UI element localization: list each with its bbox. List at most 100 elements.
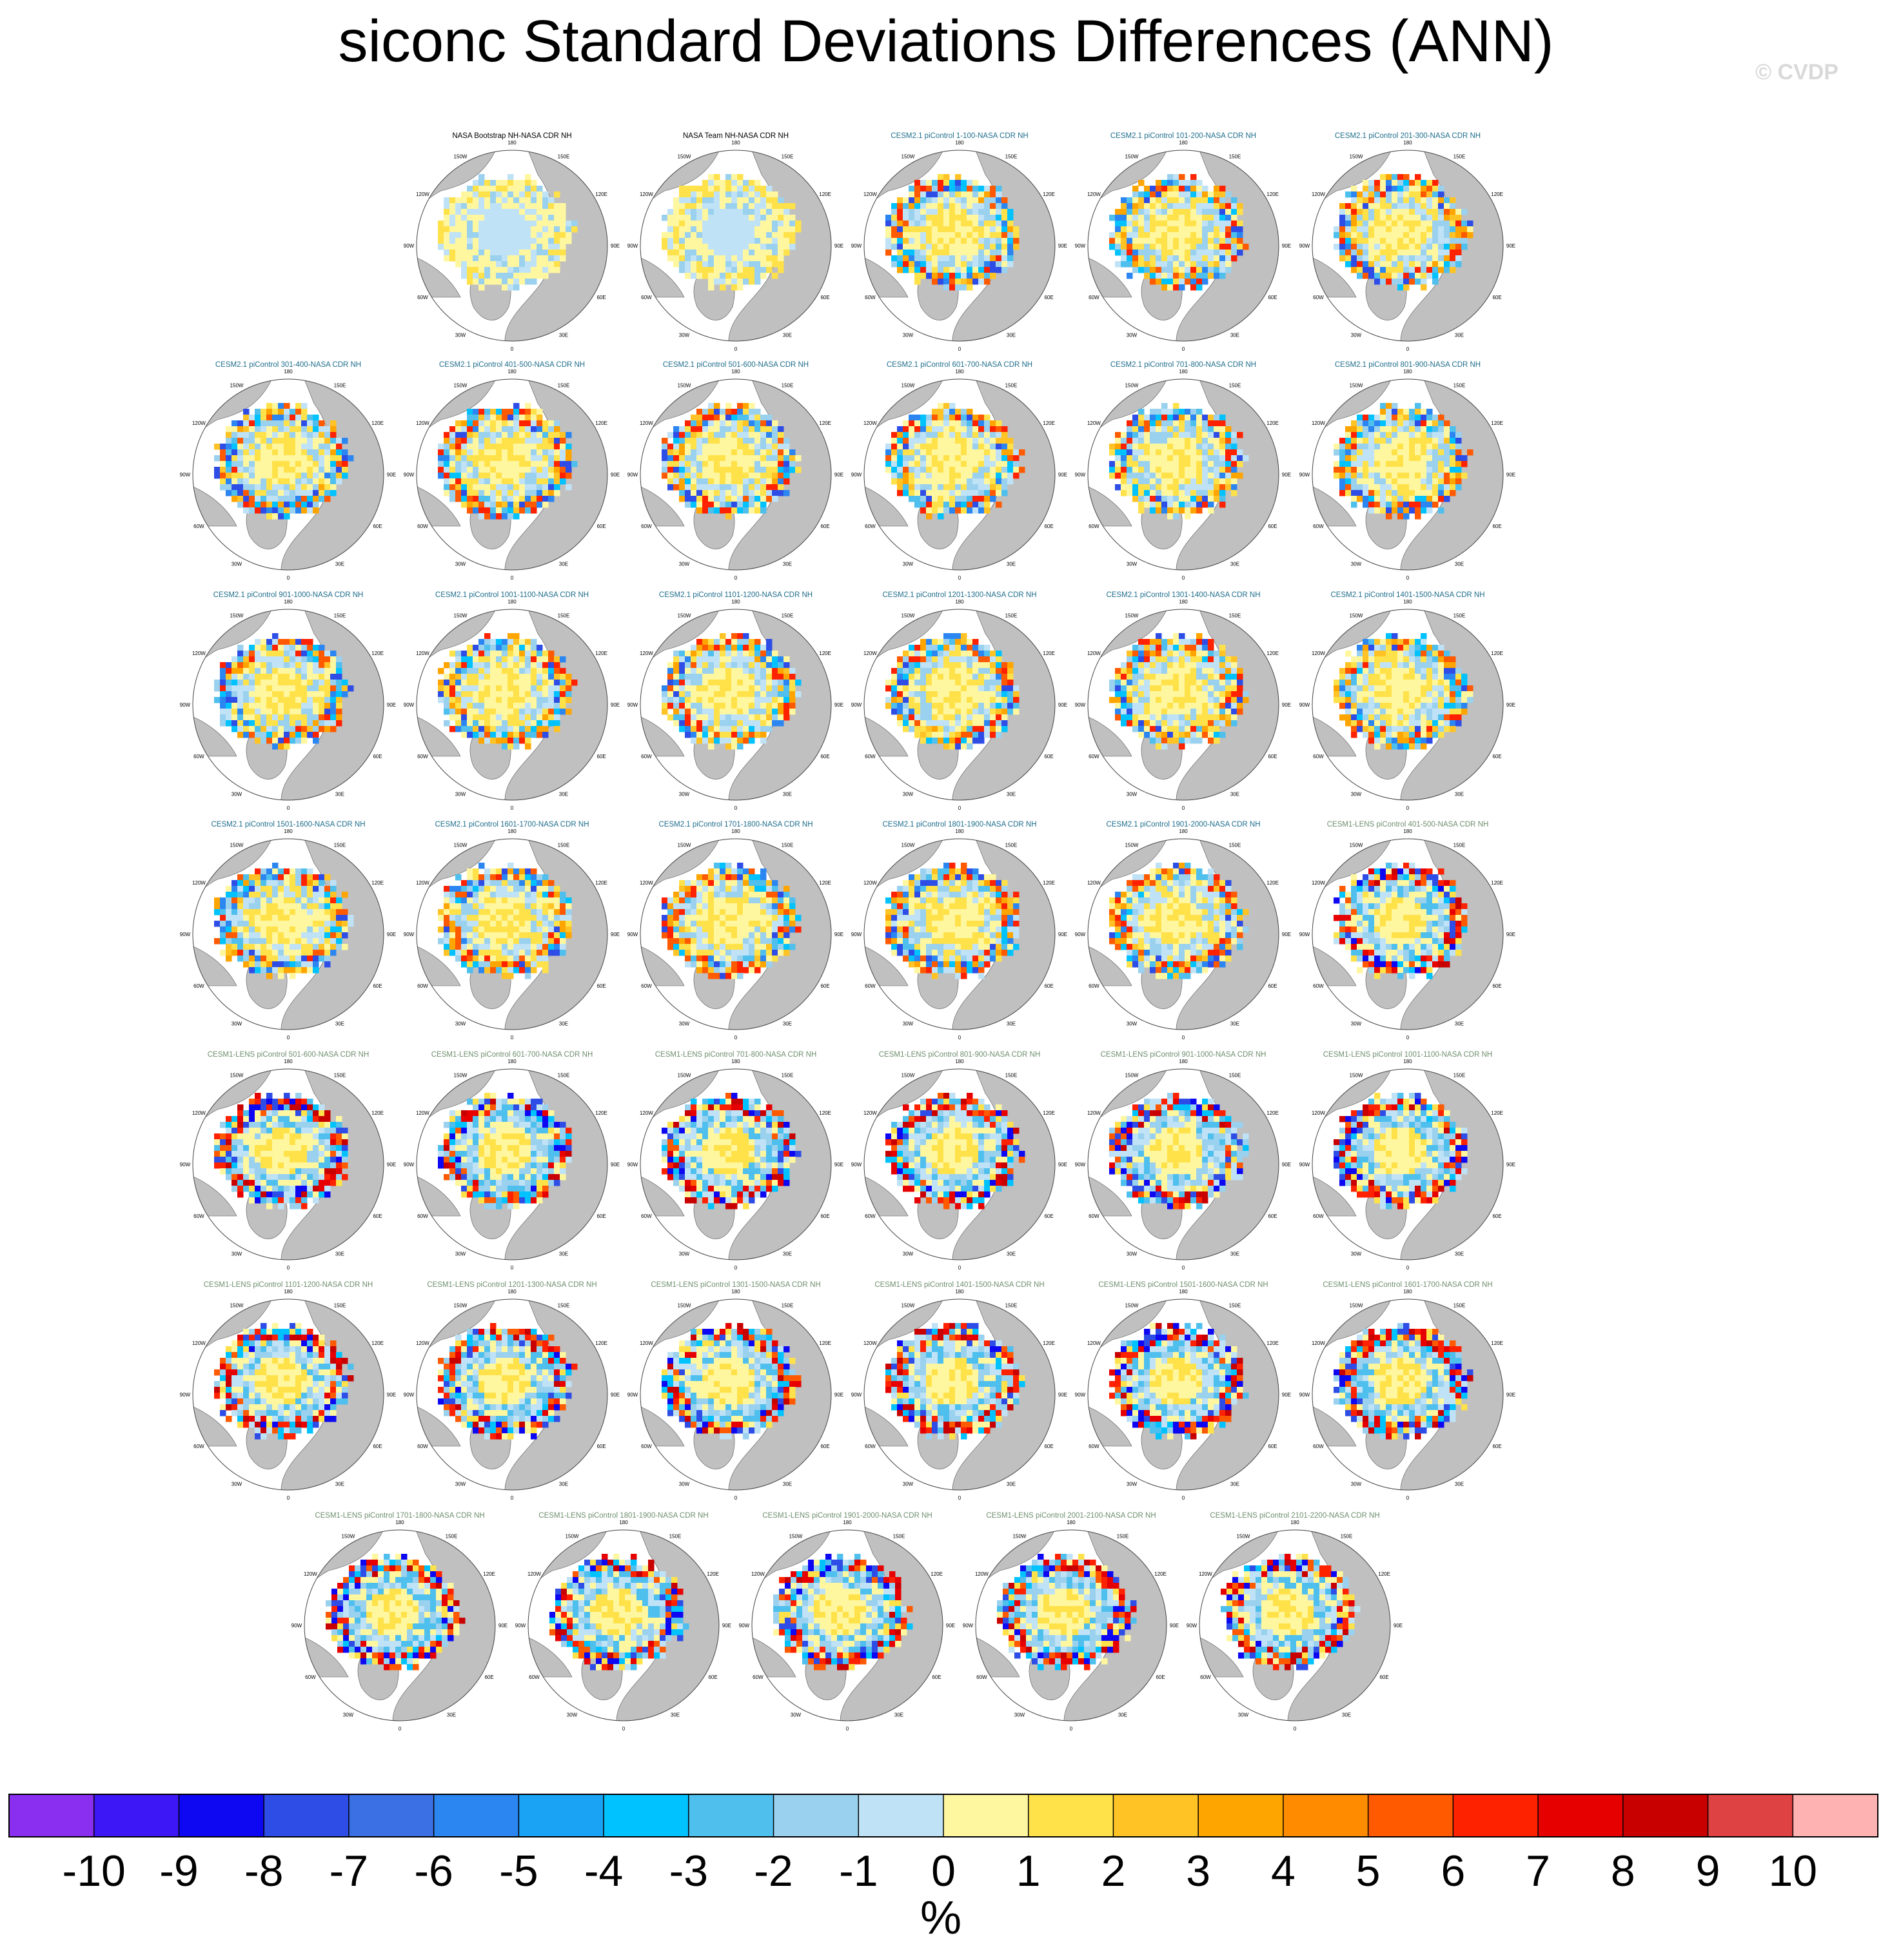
longitude-label: 90E	[946, 1623, 955, 1629]
longitude-label: 90E	[611, 932, 620, 937]
longitude-label: 180	[731, 828, 740, 834]
longitude-label: 90W	[404, 472, 415, 478]
longitude-label: 120W	[416, 191, 429, 197]
polar-map: 180 150E 120E 90E 60E 30E 0 30W 60W 90W 120W 150W	[963, 1520, 1179, 1732]
longitude-label: 60W	[865, 983, 876, 989]
longitude-label: 150E	[669, 1533, 682, 1539]
longitude-label: 150W	[1237, 1533, 1250, 1539]
longitude-label: 60W	[193, 983, 204, 989]
longitude-label: 60E	[820, 1444, 829, 1449]
longitude-label: 150E	[334, 1302, 346, 1308]
longitude-label: 60E	[373, 1213, 382, 1219]
longitude-label: 90E	[1282, 243, 1291, 249]
longitude-label: 30E	[335, 562, 344, 567]
longitude-label: 0	[1182, 575, 1185, 581]
colorbar-box	[1113, 1794, 1199, 1837]
longitude-label: 90W	[1299, 1392, 1310, 1398]
longitude-label: 30W	[455, 1482, 466, 1487]
longitude-label: 90E	[611, 243, 620, 249]
longitude-label: 60E	[1044, 754, 1053, 760]
longitude-label: 0	[734, 575, 738, 581]
longitude-label: 60E	[1492, 524, 1501, 529]
longitude-label: 90E	[1058, 243, 1067, 249]
map-panel: CESM1-LENS piControl 501-600-NASA CDR NH…	[176, 1051, 400, 1278]
longitude-label: 120E	[819, 880, 831, 886]
map-panel: CESM2.1 piControl 1-100-NASA CDR NH 180 15…	[847, 132, 1072, 359]
map-panel: CESM2.1 piControl 301-400-NASA CDR NH 180…	[176, 361, 400, 588]
longitude-label: 60W	[193, 1213, 204, 1219]
longitude-label: 0	[1406, 346, 1410, 352]
longitude-label: 60W	[753, 1674, 764, 1680]
longitude-label: 0	[1070, 1726, 1073, 1732]
longitude-label: 0	[846, 1726, 849, 1732]
panel-title: CESM2.1 piControl 701-800-NASA CDR NH	[1110, 361, 1257, 369]
longitude-label: 90W	[1299, 243, 1310, 249]
longitude-label: 90E	[1058, 702, 1067, 708]
colorbar-tick-label: -9	[159, 1847, 198, 1896]
longitude-label: 30W	[1127, 333, 1138, 338]
longitude-label: 150W	[1350, 382, 1363, 388]
longitude-label: 30E	[335, 1251, 344, 1257]
polar-map: 180 150E 120E 90E 60E 30E 0 30W 60W 90W 120W 150W	[851, 599, 1067, 811]
longitude-label: 30W	[903, 1021, 914, 1027]
longitude-label: 0	[958, 1265, 961, 1271]
colorbar-tick-label: 0	[931, 1847, 956, 1896]
longitude-label: 120E	[371, 1110, 384, 1116]
map-panel: CESM1-LENS piControl 2001-2100-NASA CDR …	[959, 1512, 1183, 1739]
longitude-label: 120W	[975, 1571, 989, 1577]
longitude-label: 60W	[193, 1444, 204, 1449]
longitude-label: 90W	[1187, 1623, 1197, 1629]
longitude-label: 90E	[1506, 472, 1515, 478]
polar-map: 180 150E 120E 90E 60E 30E 0 30W 60W 90W 120W 150W	[1075, 1289, 1291, 1501]
map-panel: CESM2.1 piControl 1801-1900-NASA CDR NH 1…	[847, 821, 1072, 1048]
longitude-label: 150W	[678, 842, 691, 848]
longitude-label: 120E	[931, 1571, 943, 1577]
colorbar-box	[348, 1794, 435, 1837]
colorbar-box	[1708, 1794, 1793, 1837]
longitude-label: 90W	[404, 1392, 415, 1398]
map-panel: CESM2.1 piControl 601-700-NASA CDR NH 180…	[847, 361, 1072, 588]
polar-map: 180 150E 120E 90E 60E 30E 0 30W 60W 90W 120W 150W	[404, 599, 620, 811]
longitude-label: 150E	[334, 612, 346, 618]
longitude-label: 150W	[789, 1533, 803, 1539]
longitude-label: 60E	[596, 1213, 606, 1219]
longitude-label: 60E	[1268, 754, 1277, 760]
longitude-label: 180	[284, 369, 293, 375]
polar-map: 180 150E 120E 90E 60E 30E 0 30W 60W 90W 120W 150W	[1299, 1289, 1515, 1501]
longitude-label: 90W	[627, 932, 638, 937]
longitude-label: 120E	[1491, 880, 1503, 886]
longitude-label: 90E	[1506, 1162, 1515, 1168]
longitude-label: 90W	[851, 702, 862, 708]
longitude-label: 30E	[335, 1482, 344, 1487]
longitude-label: 30E	[1455, 792, 1464, 798]
longitude-label: 60E	[596, 754, 606, 760]
colorbar-tick-label: 10	[1768, 1847, 1817, 1896]
longitude-label: 30W	[232, 1482, 242, 1487]
longitude-label: 90E	[1282, 702, 1291, 708]
longitude-label: 30W	[455, 562, 466, 567]
longitude-label: 180	[507, 369, 517, 375]
longitude-label: 60E	[820, 754, 829, 760]
panel-title: CESM2.1 piControl 1301-1400-NASA CDR NH	[1106, 591, 1261, 599]
panel-title: CESM1-LENS piControl 1501-1600-NASA CDR …	[1098, 1281, 1268, 1289]
longitude-label: 30W	[567, 1712, 578, 1718]
longitude-label: 180	[731, 140, 740, 146]
map-panel: CESM1-LENS piControl 1401-1500-NASA CDR …	[847, 1281, 1072, 1508]
longitude-label: 60W	[641, 1213, 652, 1219]
longitude-label: 30E	[1230, 562, 1239, 567]
longitude-label: 90W	[180, 932, 191, 937]
longitude-label: 30W	[903, 333, 914, 338]
longitude-label: 90E	[834, 702, 843, 708]
longitude-label: 150W	[230, 612, 244, 618]
longitude-label: 120W	[416, 1340, 429, 1346]
longitude-label: 60W	[1313, 1213, 1324, 1219]
map-panel: NASA Team NH-NASA CDR NH 180 150E 120E 90E 60…	[624, 132, 848, 359]
longitude-label: 60E	[1268, 295, 1277, 300]
colorbar-tick-label: 9	[1696, 1847, 1720, 1896]
longitude-label: 0	[1182, 805, 1185, 811]
longitude-label: 60E	[1492, 754, 1501, 760]
longitude-label: 60W	[417, 295, 428, 300]
panel-title: CESM2.1 piControl 501-600-NASA CDR NH	[662, 361, 809, 369]
longitude-label: 90W	[963, 1623, 974, 1629]
longitude-label: 30E	[1230, 1251, 1239, 1257]
